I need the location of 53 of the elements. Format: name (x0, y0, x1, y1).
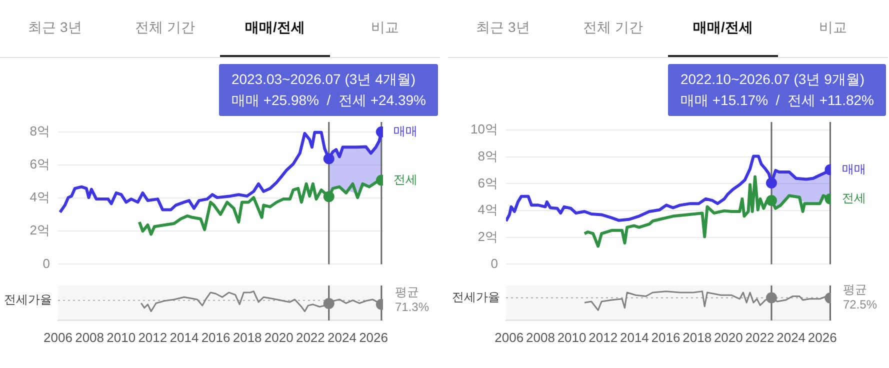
y-tick-label: 8억 (30, 124, 50, 138)
series-label: 매매 (393, 124, 418, 138)
x-tick-label: 2022 (745, 330, 774, 345)
text: 매매/전세 (668, 0, 778, 57)
text: 2023.03~2026.07 (3년 4개월) (231, 70, 417, 89)
text: 전체 기간 (134, 18, 196, 36)
x-tick-label: 2006 (44, 330, 72, 345)
y-tick-label: 4억 (478, 202, 498, 218)
y-tick-label: 4억 (30, 190, 50, 205)
text: 매매/전세 (220, 0, 330, 57)
y-tick-label: 2억 (30, 222, 50, 238)
x-tick-label: 2020 (714, 330, 743, 345)
text: 2022.10~2026.07 (3년 9개월) (680, 70, 866, 89)
x-tick-label: 2018 (232, 330, 262, 345)
y-tick-label: 10억 (470, 122, 498, 137)
x-tick-label: 2018 (682, 330, 712, 345)
text: 최근 3년 (475, 18, 531, 36)
x-tick-label: 2022 (296, 330, 325, 345)
text: 전체 기간 (582, 18, 644, 36)
y-tick-label: 6억 (30, 156, 50, 172)
x-tick-label: 2020 (264, 330, 294, 345)
x-tick-label: 2008 (75, 330, 104, 345)
y-tick-label: 0 (490, 256, 498, 271)
ref-line-label: 평균 71.3% (395, 285, 430, 314)
y-tick-label: 8억 (478, 148, 498, 164)
x-tick-label: 2014 (620, 330, 649, 345)
y-tick-label: 2억 (478, 228, 498, 244)
x-tick-label: 2024 (328, 330, 356, 345)
series-label: 전세 (842, 191, 866, 206)
text: 비교 (818, 18, 848, 36)
x-tick-label: 2012 (588, 330, 618, 345)
x-tick-label: 2008 (526, 330, 555, 345)
x-tick-label: 2016 (651, 330, 680, 345)
text: 매매 +15.17% / 전세 +11.82% (680, 91, 874, 110)
series-label: 매매 (842, 162, 866, 176)
text: 전세가율 (4, 292, 52, 307)
series-label: 전세 (393, 172, 418, 187)
x-tick-label: 2014 (170, 330, 199, 345)
text: 비교 (370, 18, 400, 36)
x-tick-label: 2012 (138, 330, 168, 345)
text: 매매 +25.98% / 전세 +24.39% (231, 91, 426, 110)
text: 최근 3년 (27, 18, 83, 36)
text: 전세가율 (452, 290, 500, 304)
ref-line-label: 평균 72.5% (843, 282, 878, 312)
x-tick-label: 2006 (494, 330, 524, 345)
x-tick-label: 2010 (557, 330, 586, 345)
x-tick-label: 2010 (106, 330, 136, 345)
x-tick-label: 2024 (776, 330, 806, 345)
x-tick-label: 2026 (359, 330, 388, 345)
y-tick-label: 0 (42, 256, 50, 271)
x-tick-label: 2026 (808, 330, 837, 345)
y-tick-label: 6억 (478, 175, 498, 190)
x-tick-label: 2016 (201, 330, 230, 345)
